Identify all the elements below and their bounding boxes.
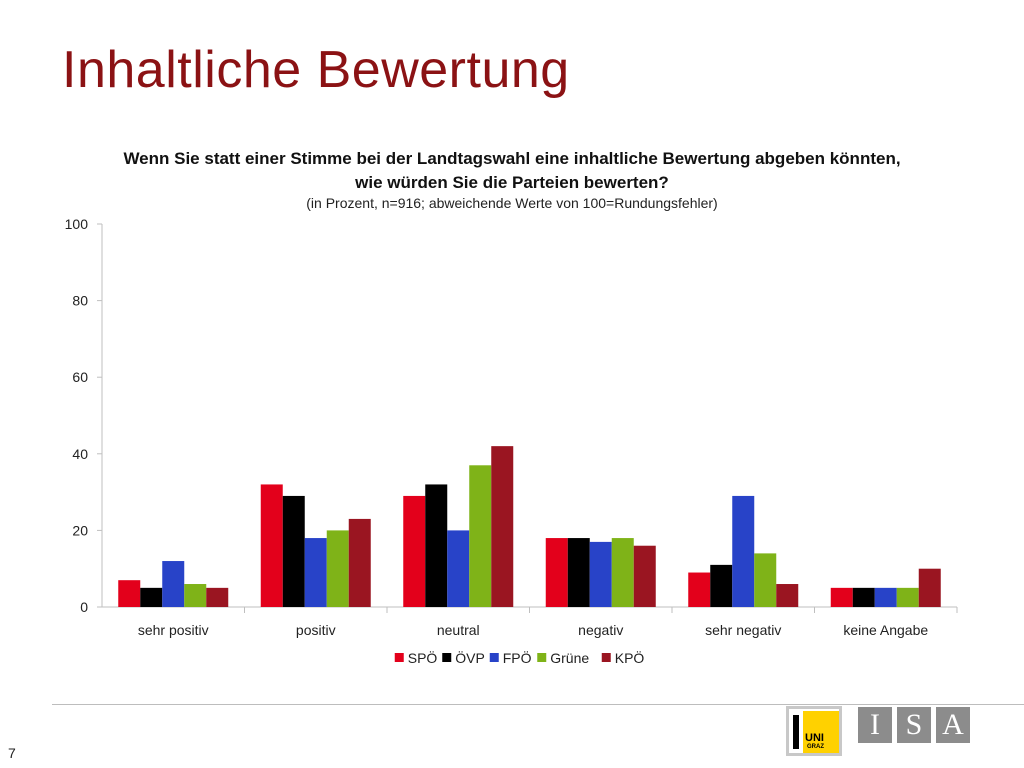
y-tick-label: 80 — [72, 293, 88, 309]
footer-divider — [52, 704, 1024, 705]
bar-spö — [545, 538, 568, 607]
bar-övp — [567, 538, 590, 607]
bar-spö — [830, 587, 853, 607]
bar-chart: 0 20 40 60 80 100 sehr positiv positiv neutral ne… — [65, 216, 958, 666]
y-tick-label: 20 — [72, 522, 88, 538]
bar-fpö — [732, 495, 755, 607]
x-tick-label: sehr positiv — [138, 622, 209, 638]
bar-grüne — [184, 584, 207, 607]
bar-kpö — [348, 518, 371, 607]
bar-grüne — [326, 530, 349, 607]
x-tick-label: negativ — [578, 622, 623, 638]
legend-swatch — [394, 653, 404, 662]
uni-graz-logo: UNI GRAZ — [786, 706, 842, 756]
page-number: 7 — [8, 745, 16, 761]
isa-logo-i: I — [858, 707, 892, 743]
bar-fpö — [589, 541, 612, 607]
bar-grüne — [469, 465, 492, 607]
y-tick-label: 100 — [65, 216, 89, 232]
bar-kpö — [633, 545, 656, 607]
isa-logo-a: A — [936, 707, 970, 743]
bar-kpö — [491, 446, 514, 607]
y-tick-label: 60 — [72, 369, 88, 385]
legend-swatch — [601, 653, 611, 662]
bar-övp — [282, 495, 305, 607]
legend-label: ÖVP — [455, 649, 485, 666]
x-tick-label: positiv — [296, 622, 336, 638]
y-tick-label: 40 — [72, 446, 88, 462]
legend-label: Grüne — [550, 650, 589, 666]
bar-grüne — [754, 553, 777, 607]
y-tick-label: 0 — [80, 599, 88, 615]
bar-övp — [425, 484, 448, 607]
bar-fpö — [874, 587, 897, 607]
bar-fpö — [447, 530, 470, 607]
bar-grüne — [896, 587, 919, 607]
legend-label: FPÖ — [503, 649, 532, 666]
legend-label: KPÖ — [615, 649, 645, 666]
bar-spö — [118, 580, 141, 607]
bar-spö — [260, 484, 283, 607]
chart-subtitle: (in Prozent, n=916; abweichende Werte vo… — [306, 195, 718, 211]
legend-swatch — [537, 653, 547, 662]
legend-label: SPÖ — [408, 649, 438, 666]
bar-grüne — [611, 538, 634, 607]
x-tick-label: neutral — [437, 622, 480, 638]
bar-kpö — [776, 584, 799, 607]
bar-övp — [140, 587, 163, 607]
chart-title-line2: wie würden Sie die Parteien bewerten? — [355, 173, 669, 192]
bar-övp — [852, 587, 875, 607]
isa-logo-s: S — [897, 707, 931, 743]
legend-swatch — [442, 653, 452, 662]
slide-title: Inhaltliche Bewertung — [62, 41, 570, 99]
legend-swatch — [489, 653, 499, 662]
bar-kpö — [918, 568, 941, 607]
bar-spö — [688, 572, 711, 607]
bar-fpö — [162, 561, 185, 607]
bar-kpö — [206, 587, 229, 607]
x-tick-label: sehr negativ — [705, 622, 781, 638]
bar-spö — [403, 495, 426, 607]
uni-logo-text: UNI — [805, 732, 824, 744]
bar-fpö — [304, 538, 327, 607]
chart-title-line1: Wenn Sie statt einer Stimme bei der Land… — [123, 149, 901, 168]
x-tick-label: keine Angabe — [843, 622, 928, 638]
graz-logo-text: GRAZ — [807, 744, 824, 750]
bar-övp — [710, 564, 733, 607]
